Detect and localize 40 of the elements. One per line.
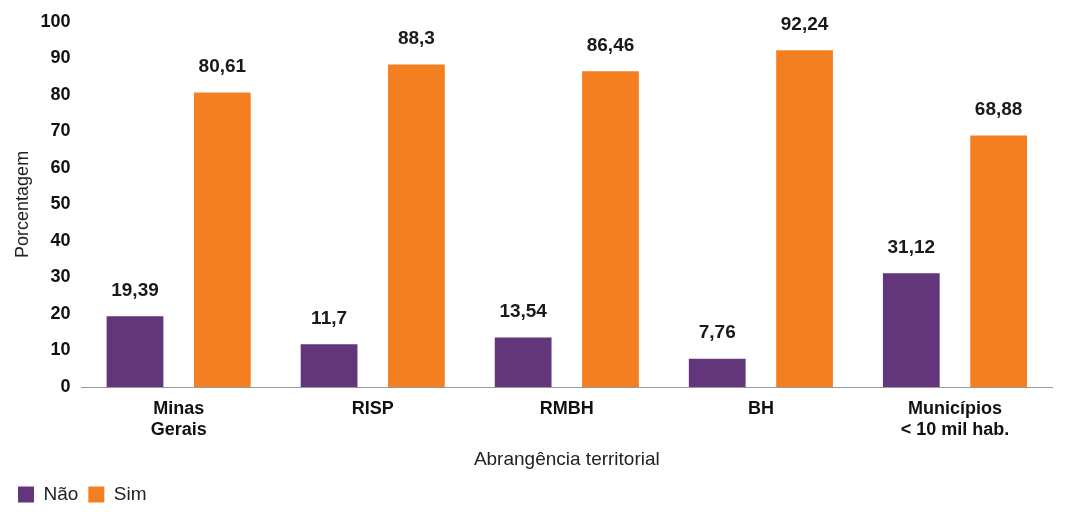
x-tick-label: RISP [351, 397, 394, 418]
y-tick-label: 30 [50, 266, 71, 287]
y-tick-label: 10 [50, 339, 71, 360]
bar [300, 344, 358, 387]
x-tick-label: BH [747, 397, 774, 418]
data-label: 68,88 [974, 98, 1023, 120]
data-label: 80,61 [198, 55, 247, 77]
bar [106, 316, 164, 387]
bar [688, 358, 746, 387]
bar [970, 135, 1028, 387]
data-label: 11,7 [311, 307, 348, 329]
y-axis-title: Porcentagem [11, 150, 32, 258]
data-label: 19,39 [111, 278, 159, 300]
data-label: 7,76 [698, 321, 736, 343]
y-tick-label: 20 [50, 302, 71, 323]
bar [582, 71, 639, 387]
data-label: 92,24 [780, 12, 829, 34]
bar [776, 50, 833, 387]
y-tick-label: 40 [50, 229, 71, 250]
x-tick-label: Municípios < 10 mil hab. [900, 397, 1010, 440]
data-label: 13,54 [499, 300, 548, 322]
y-tick-label: 70 [50, 120, 71, 141]
legend-label: Não [43, 482, 79, 504]
y-tick-label: 0 [60, 375, 71, 396]
y-tick-label: 50 [50, 193, 71, 214]
data-label: 31,12 [887, 236, 936, 258]
data-label: 86,46 [586, 33, 635, 55]
bar [193, 92, 251, 387]
y-tick-label: 100 [40, 10, 71, 31]
bar [494, 337, 552, 387]
y-tick-label: 60 [50, 156, 71, 177]
x-tick-label: RMBH [539, 397, 594, 418]
bar [882, 273, 940, 387]
y-tick-label: 90 [50, 47, 71, 68]
x-tick-label: Minas Gerais [150, 397, 207, 440]
bar [388, 64, 445, 387]
data-label: 88,3 [397, 27, 435, 49]
legend-label: Sim [113, 482, 147, 504]
x-axis-title: Abrangência territorial [473, 447, 660, 469]
y-tick-label: 80 [50, 83, 71, 104]
